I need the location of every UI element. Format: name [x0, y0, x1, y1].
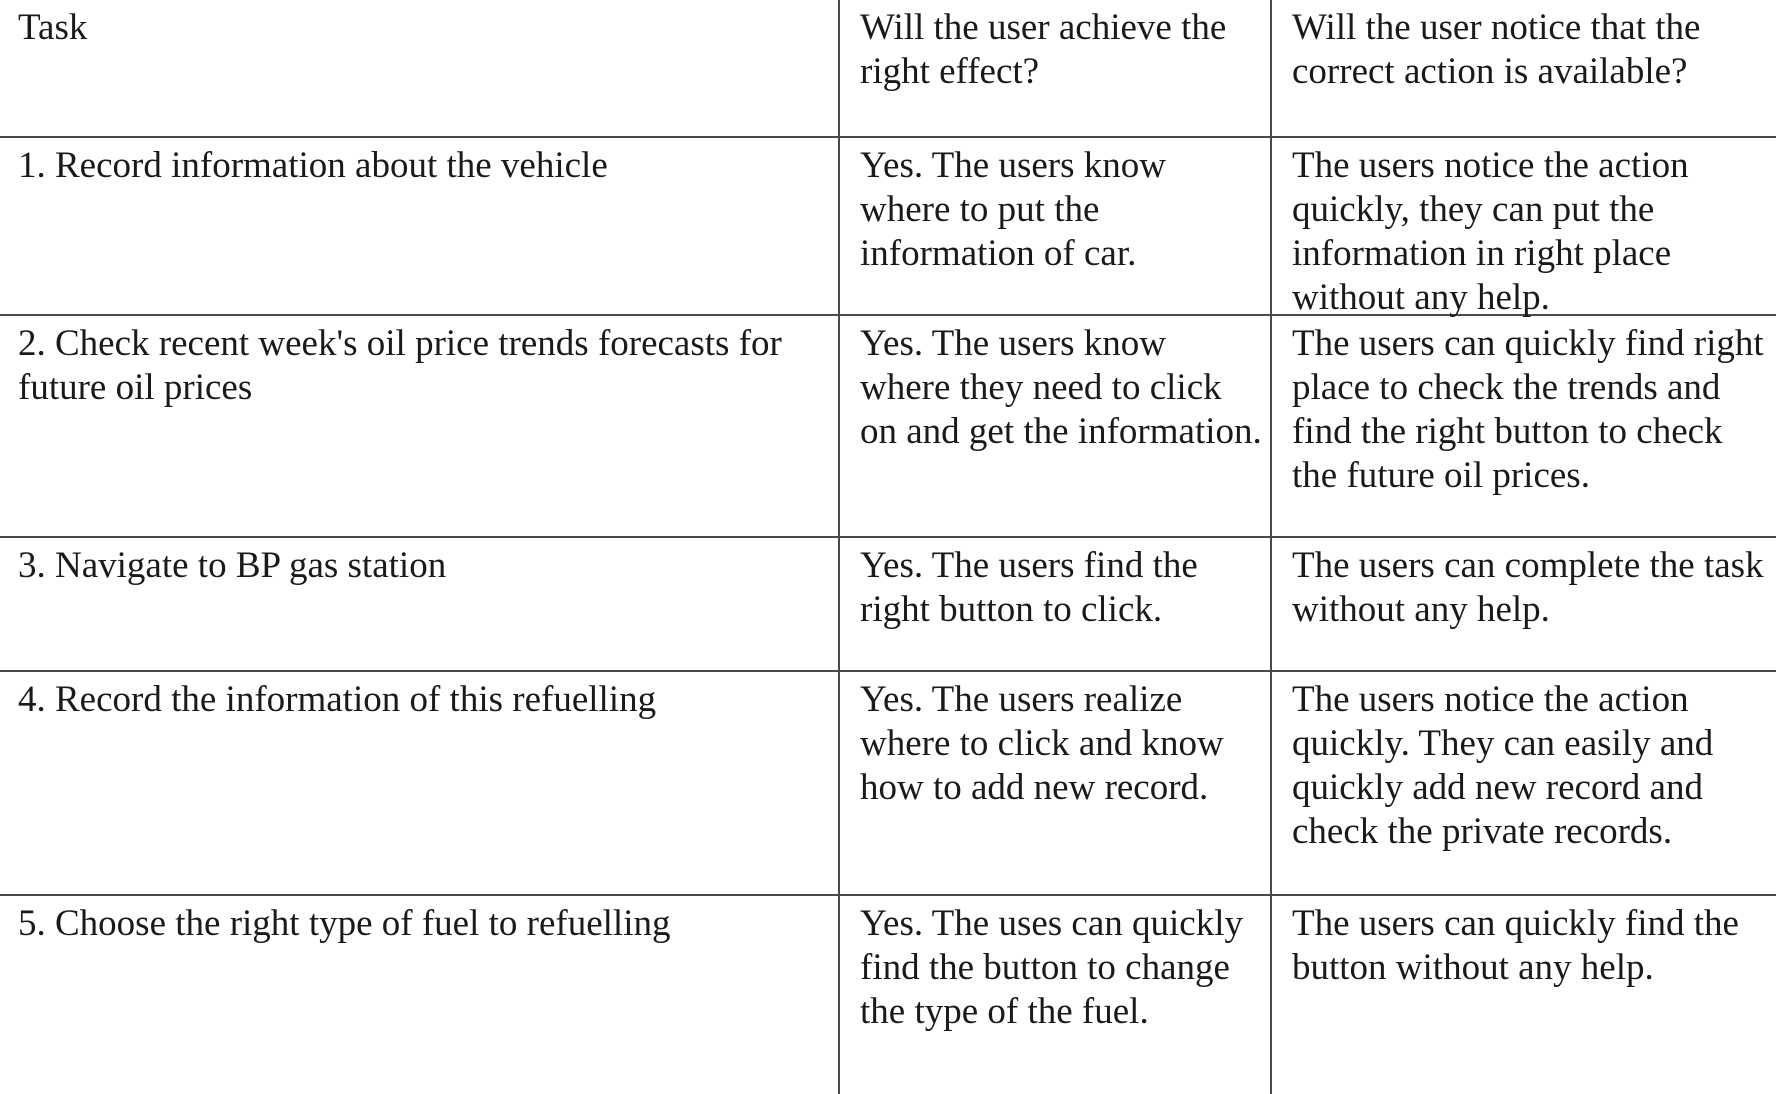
task-cell: 1. Record information about the vehicle: [18, 145, 608, 186]
task-cell: 4. Record the information of this refuel…: [18, 679, 657, 720]
notice-cell: The users can quickly find right place t…: [1270, 316, 1776, 536]
achieve-cell: Yes. The users know where they need to c…: [838, 316, 1270, 536]
achieve-cell: Yes. The uses can quickly find the butto…: [838, 896, 1270, 1094]
notice-cell: The users can quickly find the button wi…: [1270, 896, 1776, 1094]
achieve-cell: Yes. The users find the right button to …: [838, 538, 1270, 670]
task-cell: 5. Choose the right type of fuel to refu…: [18, 903, 671, 944]
table-header-row: Task Will the user achieve the right eff…: [0, 0, 1776, 138]
achieve-cell: Yes. The users realize where to click an…: [838, 672, 1270, 894]
header-task: Task: [18, 7, 88, 48]
header-achieve-effect: Will the user achieve the right effect?: [838, 0, 1270, 136]
header-notice-action: Will the user notice that the correct ac…: [1270, 0, 1776, 136]
achieve-cell: Yes. The users know where to put the inf…: [838, 138, 1270, 320]
task-cell: 2. Check recent week's oil price trends …: [18, 323, 782, 408]
table-row: 1. Record information about the vehicle …: [0, 138, 1776, 320]
table-row: 5. Choose the right type of fuel to refu…: [0, 896, 1776, 1094]
notice-cell: The users notice the action quickly, the…: [1270, 138, 1776, 320]
table-row: 4. Record the information of this refuel…: [0, 672, 1776, 896]
task-cell: 3. Navigate to BP gas station: [18, 545, 447, 586]
notice-cell: The users can complete the task without …: [1270, 538, 1776, 670]
table-row: 3. Navigate to BP gas station Yes. The u…: [0, 538, 1776, 672]
notice-cell: The users notice the action quickly. The…: [1270, 672, 1776, 894]
table-row: 2. Check recent week's oil price trends …: [0, 316, 1776, 538]
